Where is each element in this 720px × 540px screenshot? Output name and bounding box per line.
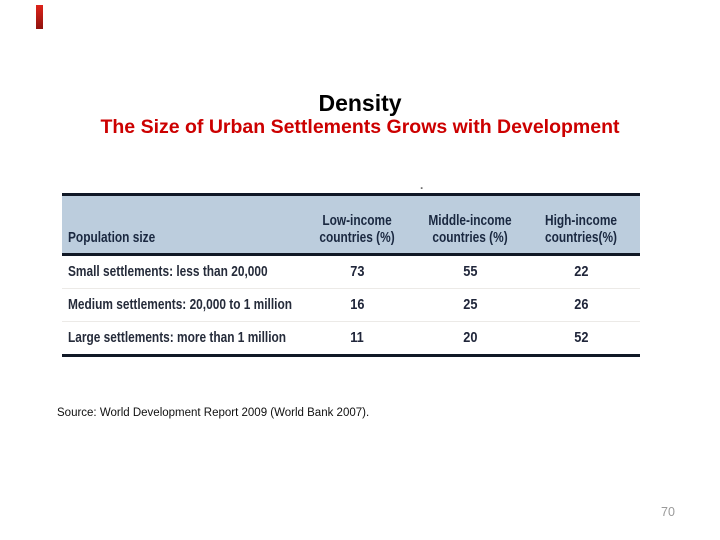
row-label: Medium settlements: 20,000 to 1 million <box>68 297 293 313</box>
table-row: Large settlements: more than 1 million 1… <box>62 321 640 354</box>
source-note: Source: World Development Report 2009 (W… <box>57 407 370 419</box>
cell-value: 16 <box>349 296 365 313</box>
table-header-row: Population size Low-income countries (%)… <box>62 196 640 256</box>
table-row: Medium settlements: 20,000 to 1 million … <box>62 288 640 321</box>
cell-value: 22 <box>573 263 589 280</box>
column-header-population-size: Population size <box>68 230 156 247</box>
slide-page-number: 70 <box>661 505 675 519</box>
cell-value: 20 <box>462 329 478 346</box>
red-corner-mark <box>36 5 43 29</box>
page-title: Density <box>318 90 402 116</box>
stray-dot-artifact: . <box>420 178 424 192</box>
row-label: Large settlements: more than 1 million <box>68 330 287 346</box>
column-header-high-income: High-income countries(%) <box>544 212 618 247</box>
cell-value: 11 <box>350 329 364 346</box>
cell-value: 25 <box>462 296 478 313</box>
row-label: Small settlements: less than 20,000 <box>68 264 268 280</box>
cell-value: 26 <box>573 296 589 313</box>
cell-value: 73 <box>349 263 365 280</box>
column-header-middle-income: Middle-income countries (%) <box>428 212 512 247</box>
settlement-size-table: Population size Low-income countries (%)… <box>62 193 640 357</box>
cell-value: 52 <box>573 329 589 346</box>
page-subtitle: The Size of Urban Settlements Grows with… <box>100 116 620 138</box>
cell-value: 55 <box>462 263 478 280</box>
table-row: Small settlements: less than 20,000 73 5… <box>62 256 640 288</box>
column-header-low-income: Low-income countries (%) <box>319 212 395 247</box>
